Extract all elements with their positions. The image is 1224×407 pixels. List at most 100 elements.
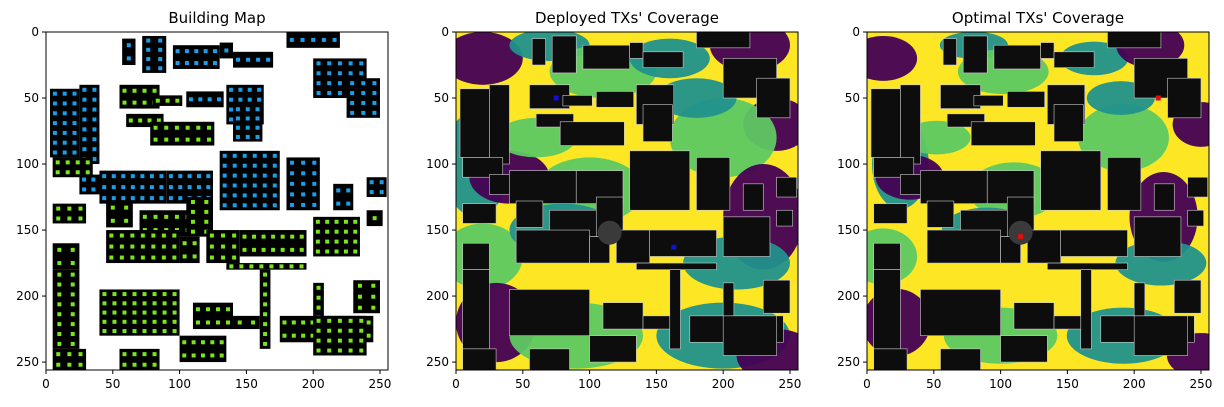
building-marker (337, 318, 342, 323)
building-marker (92, 97, 97, 102)
building-marker (142, 214, 147, 219)
building (239, 230, 307, 257)
building-marker (119, 255, 124, 260)
building-marker (238, 97, 243, 102)
building-marker (359, 71, 364, 76)
building-marker (56, 216, 61, 221)
building-marker (70, 292, 75, 297)
building-marker (62, 121, 67, 126)
building-marker (312, 192, 317, 197)
building-marker (78, 216, 83, 221)
building-marker (290, 202, 295, 207)
building-marker (158, 57, 163, 62)
building-marker (70, 322, 75, 327)
building-marker (325, 219, 330, 224)
building-marker (72, 111, 77, 116)
building-marker (174, 137, 179, 142)
building-marker (72, 91, 77, 96)
building (366, 177, 387, 198)
building-marker (301, 171, 306, 176)
building (1107, 32, 1162, 49)
building-marker (263, 272, 268, 277)
building (462, 242, 490, 270)
y-tick-label: 100 (426, 157, 449, 171)
building-marker (232, 173, 237, 178)
x-tick-label: 50 (105, 377, 120, 391)
tx-layer (553, 95, 677, 250)
building-marker (110, 218, 115, 223)
building (1006, 91, 1045, 108)
building-marker (272, 183, 277, 188)
building-marker (206, 125, 211, 130)
building-marker (62, 101, 67, 106)
building-marker (52, 101, 57, 106)
building-marker (242, 173, 247, 178)
building-marker (57, 322, 62, 327)
building (1080, 269, 1092, 350)
panel-optimal-coverage: Optimal TXs' Coverage 0 50 100 150 200 250050… (837, 9, 1212, 391)
x-tick-label: 100 (168, 377, 191, 391)
tx-point (553, 95, 559, 101)
building-marker (229, 97, 234, 102)
building-marker (357, 305, 362, 310)
building-marker (221, 255, 226, 260)
building-marker (52, 150, 57, 155)
building-marker (337, 348, 342, 353)
building-marker (359, 328, 364, 333)
building-marker (122, 310, 127, 315)
building-marker (336, 201, 341, 206)
x-tick-label: 100 (578, 377, 601, 391)
building-marker (301, 192, 306, 197)
building (776, 209, 793, 227)
building-marker (198, 97, 203, 102)
building-marker (142, 88, 147, 93)
building (926, 200, 955, 228)
building-marker (282, 333, 287, 338)
building-marker (203, 49, 208, 54)
building-marker (372, 216, 377, 221)
building-marker (122, 88, 127, 93)
building-marker (372, 110, 377, 115)
building-marker (138, 118, 143, 123)
building-marker (162, 310, 167, 315)
building-marker (221, 233, 226, 238)
building-marker (379, 190, 384, 195)
building-marker (152, 362, 157, 367)
building (119, 84, 160, 109)
x-tick-label: 150 (1056, 377, 1079, 391)
building-marker (190, 199, 195, 204)
building-marker (222, 173, 227, 178)
building-marker (174, 214, 179, 219)
building-marker (334, 249, 339, 254)
building-marker (289, 264, 294, 269)
x-tick-label: 50 (926, 377, 941, 391)
y-tick-label: 50 (24, 91, 39, 105)
y-tick-label: 150 (16, 223, 39, 237)
building (1187, 176, 1208, 198)
building-marker (262, 203, 267, 208)
building-marker (209, 233, 214, 238)
building-marker (119, 233, 124, 238)
building-marker (112, 292, 117, 297)
building-marker (128, 118, 133, 123)
building-marker (226, 307, 231, 312)
building (926, 229, 1001, 264)
building (459, 88, 490, 158)
building-marker (130, 185, 135, 190)
building-marker (152, 352, 157, 357)
building-marker (130, 233, 135, 238)
building-marker (57, 302, 62, 307)
building-marker (238, 87, 243, 92)
building (649, 229, 717, 257)
building-marker (174, 125, 179, 130)
building-marker (242, 153, 247, 158)
building-marker (272, 193, 277, 198)
building-marker (75, 160, 80, 165)
building-marker (72, 140, 77, 145)
building-marker (92, 147, 97, 152)
building-marker (205, 320, 210, 325)
building-marker (82, 177, 87, 182)
building (1013, 302, 1055, 330)
building-marker (372, 91, 377, 96)
